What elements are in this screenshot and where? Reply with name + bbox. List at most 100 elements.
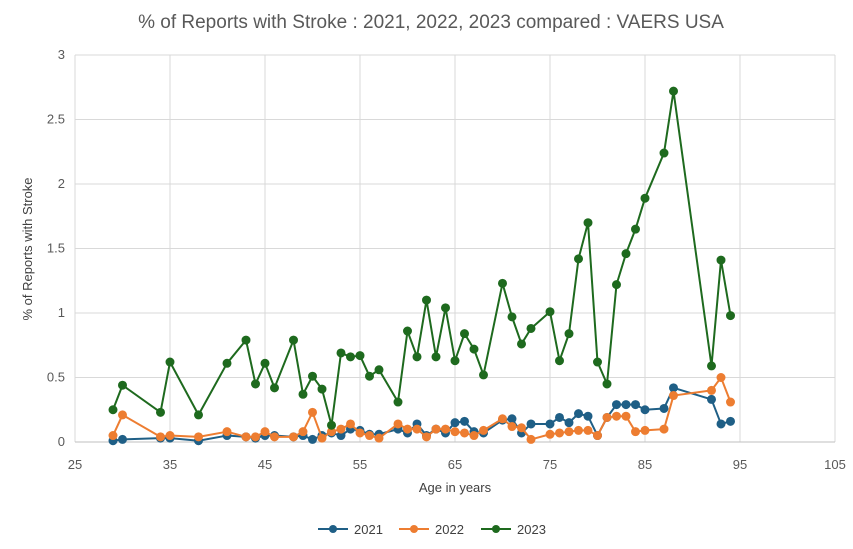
data-point-2023 [165, 357, 175, 367]
data-point-2021 [621, 400, 631, 410]
y-tick-label: 0 [58, 434, 65, 449]
series-group [108, 86, 735, 446]
data-point-2022 [289, 432, 298, 442]
data-point-2023 [403, 326, 412, 336]
data-point-2021 [118, 434, 127, 444]
data-point-2023 [555, 356, 564, 366]
series-line-2023 [112, 90, 732, 427]
data-point-2023 [393, 397, 403, 407]
legend-label: 2023 [517, 522, 546, 537]
data-point-2023 [469, 344, 479, 354]
y-tick-label: 1 [58, 305, 65, 320]
data-point-2022 [574, 425, 583, 435]
data-point-2023 [327, 420, 336, 430]
data-point-2022 [441, 424, 450, 434]
data-point-2023 [460, 329, 469, 339]
y-tick-label: 2 [58, 176, 65, 191]
data-point-2023 [631, 224, 640, 234]
data-point-2021 [716, 419, 726, 429]
data-point-2022 [498, 414, 507, 424]
x-tick-label: 85 [638, 457, 652, 472]
gridlines [74, 54, 836, 442]
data-point-2021 [308, 434, 317, 444]
data-point-2023 [289, 335, 298, 345]
data-point-2022 [270, 432, 279, 442]
data-point-2022 [479, 425, 488, 435]
data-point-2022 [298, 427, 308, 437]
y-tick-label: 3 [58, 47, 65, 62]
data-point-2023 [108, 405, 118, 415]
data-point-2023 [298, 389, 308, 399]
x-tick-label: 95 [733, 457, 747, 472]
data-point-2022 [355, 428, 365, 438]
data-point-2023 [412, 352, 422, 362]
data-point-2021 [507, 414, 517, 424]
data-point-2021 [612, 400, 621, 410]
data-point-2023 [517, 339, 526, 349]
y-tick-label: 1.5 [47, 241, 65, 256]
data-point-2023 [716, 255, 726, 265]
data-point-2023 [707, 361, 716, 371]
data-point-2022 [726, 397, 735, 407]
data-point-2022 [612, 411, 621, 421]
data-point-2023 [574, 254, 583, 264]
data-point-2022 [669, 391, 678, 401]
data-point-2023 [222, 358, 232, 368]
data-point-2023 [118, 380, 127, 390]
y-tick-label: 0.5 [47, 370, 65, 385]
data-point-2023 [640, 193, 650, 203]
data-point-2023 [479, 370, 488, 380]
data-point-2022 [422, 432, 431, 442]
data-point-2022 [555, 428, 564, 438]
data-point-2022 [564, 427, 574, 437]
data-point-2022 [222, 427, 232, 437]
data-point-2022 [517, 423, 526, 433]
legend-marker-swatch [410, 525, 418, 533]
data-point-2023 [602, 379, 612, 389]
x-tick-label: 65 [448, 457, 462, 472]
data-point-2021 [726, 416, 735, 426]
legend-item-2021: 2021 [318, 522, 383, 537]
data-point-2023 [593, 357, 602, 367]
data-point-2022 [165, 431, 175, 441]
data-point-2023 [336, 348, 346, 358]
data-point-2023 [441, 303, 450, 313]
data-point-2021 [659, 403, 669, 413]
data-point-2023 [365, 371, 374, 381]
data-point-2021 [545, 419, 555, 429]
data-point-2022 [593, 431, 602, 441]
data-point-2021 [526, 419, 536, 429]
data-point-2023 [355, 351, 365, 361]
data-point-2021 [640, 405, 650, 415]
legend-item-2022: 2022 [399, 522, 464, 537]
data-point-2022 [412, 424, 422, 434]
chart-title: % of Reports with Stroke : 2021, 2022, 2… [138, 12, 724, 33]
data-point-2022 [108, 431, 118, 441]
data-point-2023 [194, 410, 203, 420]
data-point-2023 [507, 312, 517, 322]
data-point-2023 [621, 249, 631, 259]
data-point-2021 [707, 394, 716, 404]
data-point-2022 [251, 432, 260, 442]
legend-marker-swatch [329, 525, 337, 533]
data-point-2022 [631, 427, 640, 437]
data-point-2022 [403, 424, 412, 434]
data-point-2021 [631, 400, 640, 410]
data-point-2022 [393, 419, 403, 429]
data-point-2022 [659, 424, 669, 434]
data-point-2023 [308, 371, 317, 381]
data-point-2023 [346, 352, 355, 362]
x-tick-label: 75 [543, 457, 557, 472]
series-2023 [108, 86, 735, 430]
y-tick-label: 2.5 [47, 112, 65, 127]
data-point-2022 [156, 432, 165, 442]
data-point-2022 [431, 424, 441, 434]
data-point-2022 [640, 425, 650, 435]
data-point-2023 [374, 365, 384, 375]
data-point-2021 [583, 411, 593, 421]
y-axis-label: % of Reports with Stroke [20, 177, 35, 320]
data-point-2022 [602, 412, 612, 422]
legend-label: 2021 [354, 522, 383, 537]
data-point-2023 [450, 356, 460, 366]
data-point-2023 [422, 295, 431, 305]
